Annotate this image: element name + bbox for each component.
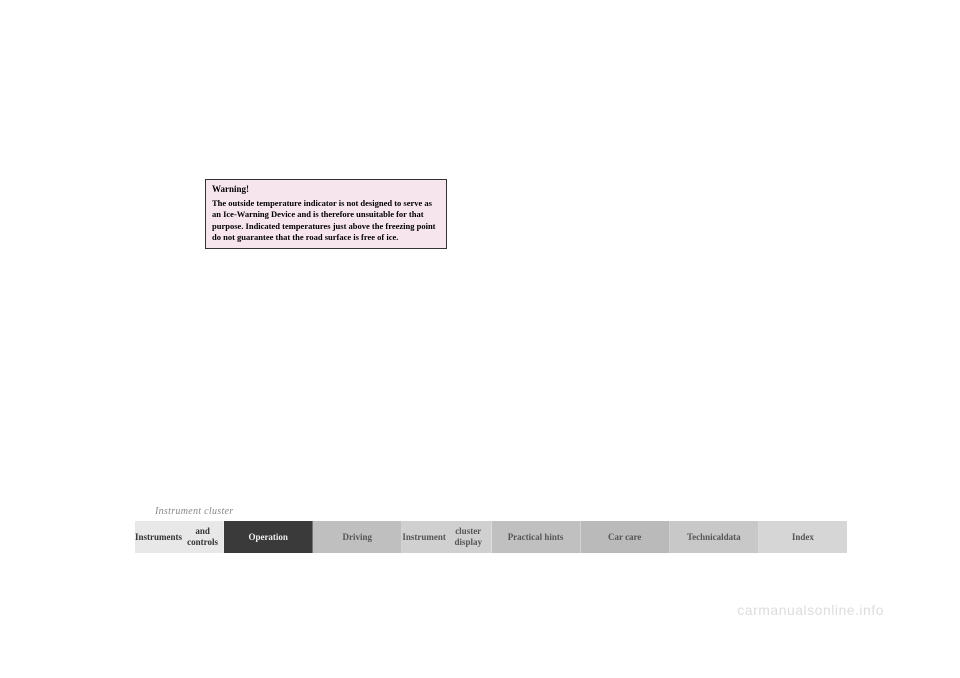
warning-title: Warning! <box>212 184 440 194</box>
tab-technical-data[interactable]: Technicaldata <box>670 521 759 553</box>
tab-instrument-cluster-display[interactable]: Instrumentcluster display <box>402 521 491 553</box>
nav-tabs: Instrumentsand controls Operation Drivin… <box>135 521 847 553</box>
tab-index[interactable]: Index <box>759 521 847 553</box>
watermark: carmanualsonline.info <box>737 602 884 618</box>
section-label: Instrument cluster <box>155 506 233 517</box>
tab-car-care[interactable]: Car care <box>581 521 670 553</box>
tab-instruments-controls[interactable]: Instrumentsand controls <box>135 521 224 553</box>
warning-box: Warning! The outside temperature indicat… <box>205 179 447 249</box>
warning-text: The outside temperature indicator is not… <box>212 198 440 244</box>
tab-driving[interactable]: Driving <box>313 521 402 553</box>
tab-operation[interactable]: Operation <box>224 521 313 553</box>
tab-practical-hints[interactable]: Practical hints <box>492 521 581 553</box>
